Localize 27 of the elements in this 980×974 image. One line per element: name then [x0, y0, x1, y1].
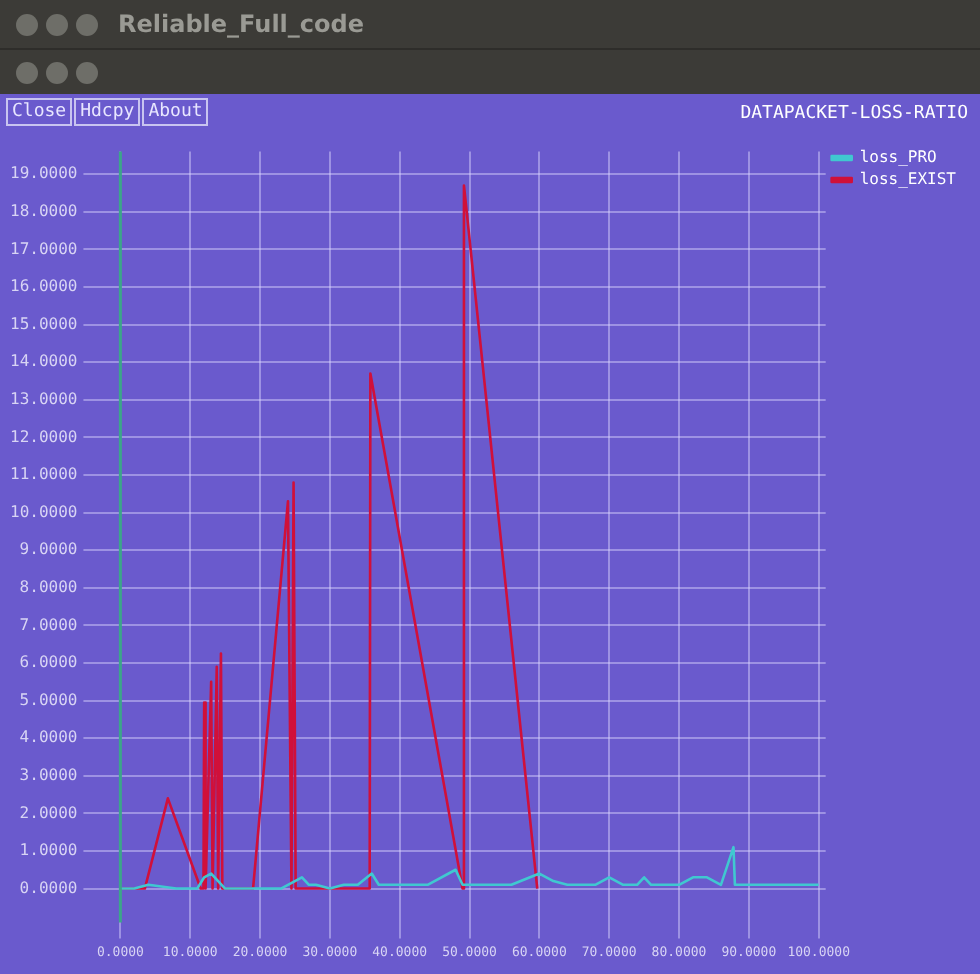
- y-tick-label: 1.0000: [19, 841, 78, 860]
- y-tick-label: 17.0000: [9, 239, 78, 258]
- y-tick-label: 16.0000: [9, 277, 78, 296]
- button: Hdcpy: [74, 98, 141, 126]
- y-tick-label: 13.0000: [9, 389, 78, 408]
- y-tick-label: 6.0000: [19, 653, 78, 672]
- legend-label: loss_EXIST: [859, 170, 957, 189]
- y-tick-label: 5.0000: [19, 690, 78, 709]
- button: Close: [6, 98, 73, 126]
- y-tick-label: 15.0000: [9, 314, 78, 333]
- legend-label: loss_PRO: [859, 148, 938, 167]
- y-tick-label: 4.0000: [19, 728, 78, 747]
- y-tick-label: 12.0000: [9, 427, 78, 446]
- y-tick-label: 7.0000: [19, 615, 78, 634]
- y-tick-label: 3.0000: [19, 765, 78, 784]
- y-tick-label: 0.0000: [19, 878, 78, 897]
- y-tick-label: 9.0000: [19, 540, 78, 559]
- button: About: [142, 98, 209, 126]
- text: Reliable_Full_code: [118, 10, 364, 38]
- y-tick-label: 2.0000: [19, 803, 78, 822]
- y-tick-label: 11.0000: [9, 465, 78, 484]
- y-tick-label: 19.0000: [9, 164, 78, 183]
- y-tick-label: 8.0000: [19, 577, 78, 596]
- y-tick-label: 14.0000: [9, 352, 78, 371]
- y-tick-label: 18.0000: [9, 201, 78, 220]
- chart-title: DATAPACKET-LOSS-RATIO: [740, 104, 968, 124]
- y-tick-label: 10.0000: [9, 502, 78, 521]
